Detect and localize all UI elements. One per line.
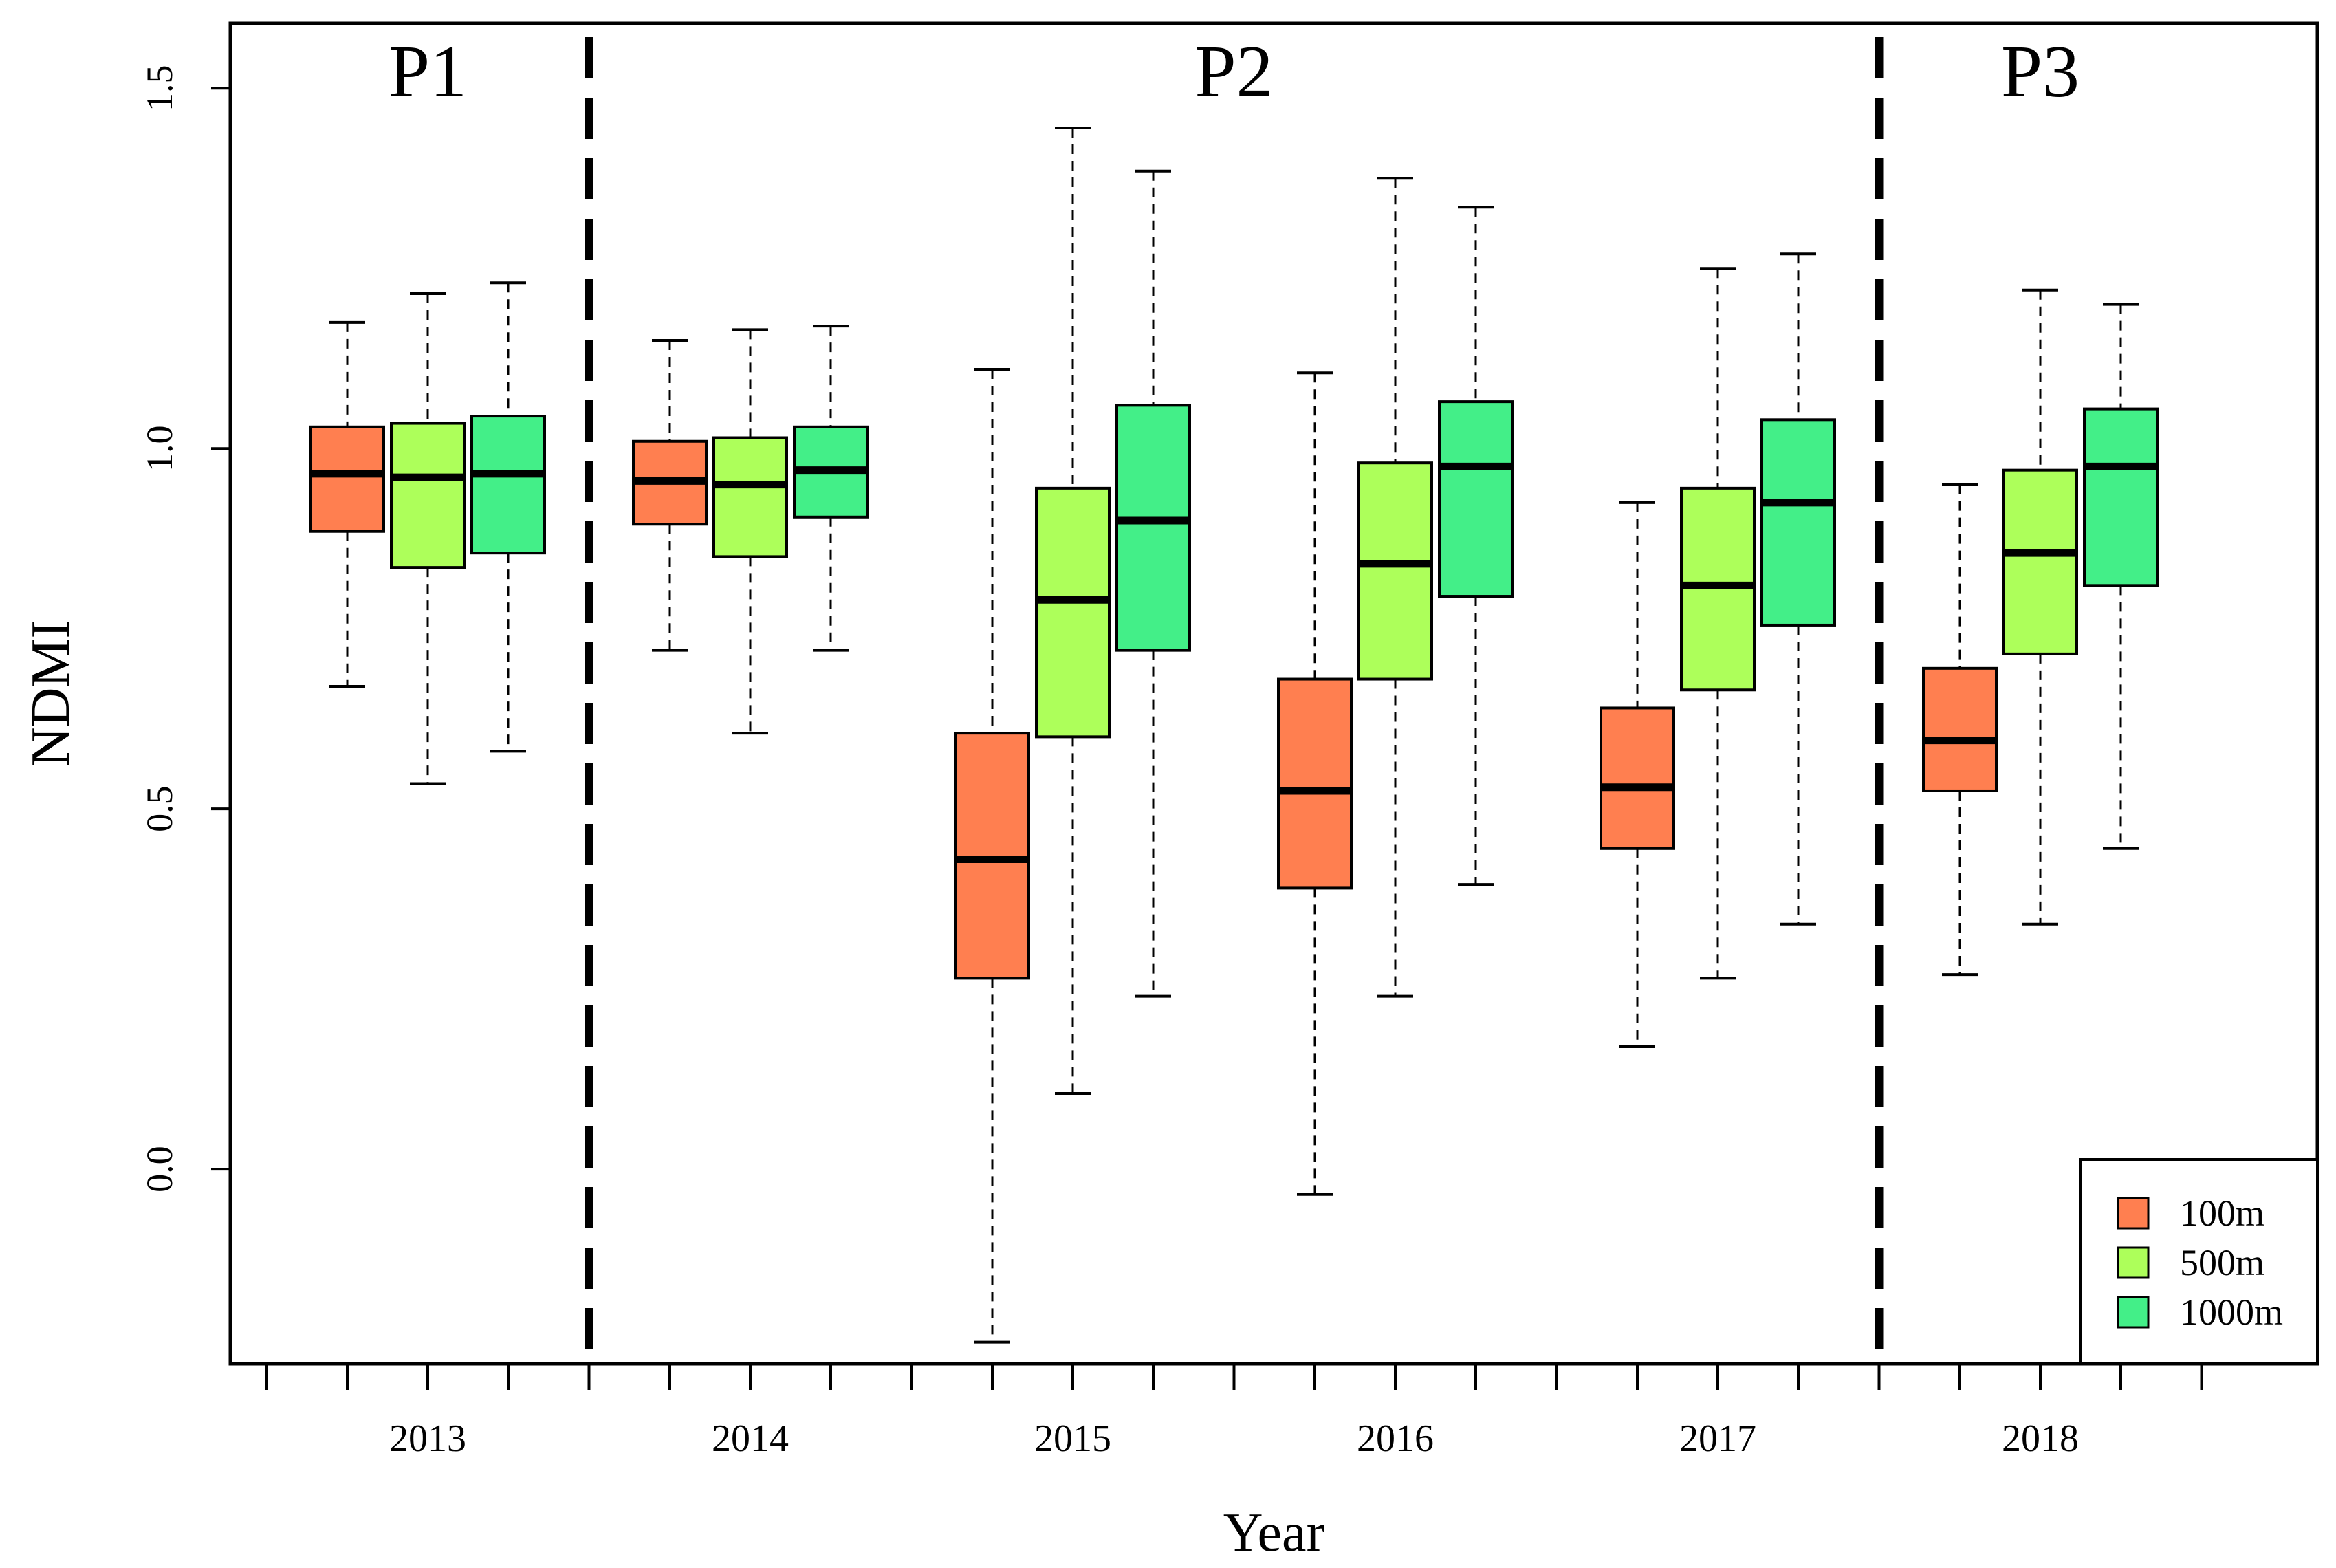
box-2014-1000m xyxy=(793,325,869,652)
iqr-box xyxy=(470,415,546,555)
box-2017-1000m xyxy=(1760,252,1836,926)
legend-label: 100m xyxy=(2180,1193,2264,1234)
y-tick-label: 1.0 xyxy=(139,425,180,472)
box-2013-500m xyxy=(390,292,466,785)
y-tick-label: 0.0 xyxy=(139,1146,180,1193)
box-2018-1000m xyxy=(2083,303,2159,850)
period-label: P3 xyxy=(2001,31,2080,113)
iqr-box xyxy=(309,425,385,533)
legend-swatch xyxy=(2117,1296,2150,1329)
iqr-box xyxy=(1357,461,1433,681)
box-2016-500m xyxy=(1357,177,1433,998)
x-axis-title: Year xyxy=(1223,1503,1324,1563)
y-axis-title: NDMI xyxy=(21,620,81,767)
legend-item-500m: 500m xyxy=(2117,1242,2264,1283)
box-2017-100m xyxy=(1600,501,1675,1048)
x-tick-label: 2014 xyxy=(712,1417,789,1460)
box-2014-500m xyxy=(712,328,788,735)
x-axis: 2013 2014 2015 2016 2017 2018 xyxy=(265,1364,2203,1460)
y-tick-label: 0.5 xyxy=(139,785,180,832)
x-tick-label: 2016 xyxy=(1357,1417,1434,1460)
legend-swatch xyxy=(2117,1246,2150,1279)
boxes-layer xyxy=(309,126,2159,1344)
iqr-box xyxy=(1600,706,1675,850)
box-2018-100m xyxy=(1922,483,1998,977)
period-labels: P1 P2 P3 xyxy=(389,31,2080,113)
box-2013-1000m xyxy=(470,281,546,753)
y-axis: 0.0 0.5 1.0 1.5 xyxy=(139,65,232,1193)
box-2014-100m xyxy=(632,339,708,652)
legend-item-100m: 100m xyxy=(2117,1193,2264,1234)
iqr-box xyxy=(2083,407,2159,587)
iqr-box xyxy=(1277,677,1353,890)
x-tick-label: 2018 xyxy=(2002,1417,2079,1460)
iqr-box xyxy=(1115,404,1191,652)
legend: 100m 500m 1000m xyxy=(2079,1158,2319,1365)
box-2015-500m xyxy=(1035,126,1111,1096)
iqr-box xyxy=(712,436,788,558)
box-2015-100m xyxy=(954,367,1030,1344)
period-label: P1 xyxy=(389,31,467,113)
box-2015-1000m xyxy=(1115,169,1191,998)
period-dividers xyxy=(585,37,1884,1364)
legend-label: 1000m xyxy=(2180,1292,2283,1333)
iqr-box xyxy=(390,422,466,569)
iqr-box xyxy=(1760,418,1836,627)
box-2017-500m xyxy=(1680,267,1756,980)
legend-label: 500m xyxy=(2180,1242,2264,1283)
box-2013-100m xyxy=(309,320,385,688)
y-tick-label: 1.5 xyxy=(139,65,180,112)
legend-item-1000m: 1000m xyxy=(2117,1292,2283,1333)
period-label: P2 xyxy=(1194,31,1273,113)
legend-swatch xyxy=(2117,1197,2150,1230)
x-tick-label: 2017 xyxy=(1679,1417,1756,1460)
iqr-box xyxy=(1035,486,1111,739)
box-2016-1000m xyxy=(1438,206,1514,886)
iqr-box xyxy=(1922,666,1998,792)
x-tick-label: 2015 xyxy=(1034,1417,1111,1460)
box-2016-100m xyxy=(1277,371,1353,1196)
box-2018-500m xyxy=(2002,288,2078,926)
x-tick-label: 2013 xyxy=(389,1417,466,1460)
iqr-box xyxy=(1438,400,1514,598)
iqr-box xyxy=(2002,468,2078,655)
